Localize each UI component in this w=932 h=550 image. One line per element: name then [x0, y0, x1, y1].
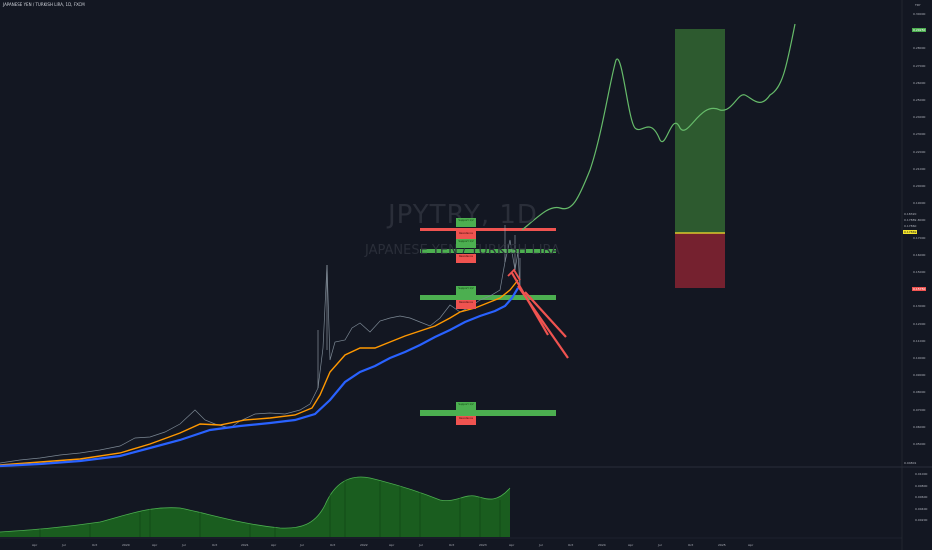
support-zone-mid[interactable] — [420, 249, 556, 253]
ema-slow-line — [0, 287, 519, 468]
profit-zone[interactable] — [675, 29, 725, 233]
price-tick-label: 0.13000 — [913, 304, 926, 309]
time-tick-label: Oct — [92, 543, 98, 547]
indicator-area — [0, 477, 510, 537]
symbol-header[interactable]: JAPANESE YEN / TURKISH LIRA, 1D, FXCM — [3, 2, 85, 7]
time-tick-label: 2021 — [241, 543, 249, 547]
support-zone-low[interactable] — [420, 410, 556, 416]
time-tick-label: Oct — [330, 543, 336, 547]
support-note-1: Support 1/2 — [458, 219, 474, 222]
time-tick-label: Apr — [748, 543, 754, 547]
price-tick-label: 0.09000 — [913, 373, 926, 378]
price-tick-label: 0.11000 — [913, 338, 926, 343]
time-tick-label: Apr — [32, 543, 38, 547]
support-note-box-2 — [456, 239, 476, 248]
stop-price-tag: 0.15750 — [912, 287, 927, 291]
time-tick-label: Oct — [449, 543, 455, 547]
time-tick-label: Jul — [300, 543, 304, 547]
high-price-tag: 0.18320 — [903, 212, 918, 216]
resistance-note-1: Resistance — [459, 232, 473, 235]
indicator-tick-label: 0.00200 — [915, 518, 928, 522]
time-tick-label: Jul — [62, 543, 66, 547]
watermark-name: JAPANESE YEN / TURKISH LIRA — [365, 243, 560, 258]
time-tick-label: 2023 — [479, 543, 487, 547]
price-tick-label: 0.26000 — [913, 80, 926, 85]
price-tick-label: 0.06000 — [913, 424, 926, 429]
resistance-note-2: Resistance — [459, 255, 473, 258]
price-tick-label: 0.10000 — [913, 356, 926, 360]
resistance-note-3: Resistance — [459, 301, 473, 304]
indicator-bars — [39, 478, 501, 537]
price-tick-label: 0.12000 — [913, 321, 926, 326]
drop-arrow-2 — [517, 285, 569, 359]
time-tick-label: 2024 — [598, 543, 606, 547]
price-tick-label: 0.23000 — [913, 132, 926, 137]
price-tick-label: 0.15000 — [913, 270, 926, 274]
indicator-tick-label: 0.00800 — [915, 483, 928, 488]
time-tick-label: 2020 — [122, 543, 130, 547]
target-price-tag: 0.29250 — [912, 28, 927, 32]
ask-price-tag: 0.17889 — [903, 218, 918, 222]
price-tick-label: 0.07000 — [913, 407, 926, 412]
drop-arrow-3 — [524, 291, 567, 338]
ema-fast-line — [0, 279, 519, 466]
resistance-note-box-3 — [456, 300, 476, 309]
loss-zone[interactable] — [675, 233, 725, 288]
time-tick-label: 2025 — [718, 543, 726, 547]
time-tick-label: Jul — [182, 543, 186, 547]
time-tick-label: Jul — [658, 543, 662, 547]
time-tick-label: Jul — [539, 543, 543, 547]
support-note-4: Support 1/2 — [458, 403, 474, 406]
support-note-2: Support 1/2 — [458, 240, 474, 243]
support-note-box-4 — [456, 402, 476, 411]
price-tick-label: 0.20000 — [913, 184, 926, 188]
low-price-tag: 0.04801 — [903, 461, 918, 465]
price-tick-label: 0.18000 — [913, 218, 926, 223]
time-tick-label: Apr — [509, 543, 515, 547]
time-tick-label: Apr — [152, 543, 158, 547]
time-tick-label: Apr — [271, 543, 277, 547]
price-tick-label: 0.28000 — [913, 46, 926, 51]
price-tick-label: 0.21000 — [913, 166, 926, 171]
support-zone-main[interactable] — [420, 295, 556, 300]
projection-line — [521, 23, 796, 231]
resistance-note-box-1 — [456, 231, 476, 240]
support-note-3: Support 1/2 — [458, 287, 474, 290]
indicator-tick-label: 0.01000 — [915, 472, 928, 476]
resistance-note-box-4 — [456, 416, 476, 425]
indicator-tick-label: 0.00600 — [915, 495, 928, 499]
price-candles-high — [317, 225, 521, 388]
price-tick-label: 0.25000 — [913, 98, 926, 102]
indicator-tick-label: 0.00400 — [915, 506, 928, 511]
last-price-tag: 0.17860 — [903, 224, 918, 228]
price-tick-label: 0.17000 — [913, 235, 926, 240]
time-tick-label: Jul — [419, 543, 423, 547]
price-tick-label: 0.24000 — [913, 115, 926, 120]
price-tick-label: 0.19000 — [913, 201, 926, 206]
resistance-zone-top[interactable] — [420, 228, 556, 231]
currency-label[interactable]: TRY — [915, 3, 921, 7]
price-line — [0, 239, 521, 464]
time-tick-label: Apr — [389, 543, 395, 547]
time-tick-label: Oct — [688, 543, 694, 547]
resistance-note-4: Resistance — [459, 417, 473, 420]
support-note-box-1 — [456, 218, 476, 227]
price-tick-label: 0.22000 — [913, 149, 926, 154]
price-tick-label: 0.30000 — [913, 12, 926, 16]
price-tick-label: 0.16000 — [913, 252, 926, 257]
current-price-tag: 0.17869 — [903, 230, 918, 234]
time-tick-label: Apr — [628, 543, 634, 547]
resistance-note-box-2 — [456, 254, 476, 263]
drop-arrow-head — [507, 268, 521, 281]
support-note-box-3 — [456, 286, 476, 295]
time-tick-label: Oct — [212, 543, 218, 547]
time-tick-label: Oct — [568, 543, 574, 547]
price-tick-label: 0.05000 — [913, 442, 926, 446]
price-tick-label: 0.27000 — [913, 63, 926, 68]
time-tick-label: 2022 — [360, 543, 368, 547]
price-tick-label: 0.08000 — [913, 390, 926, 395]
